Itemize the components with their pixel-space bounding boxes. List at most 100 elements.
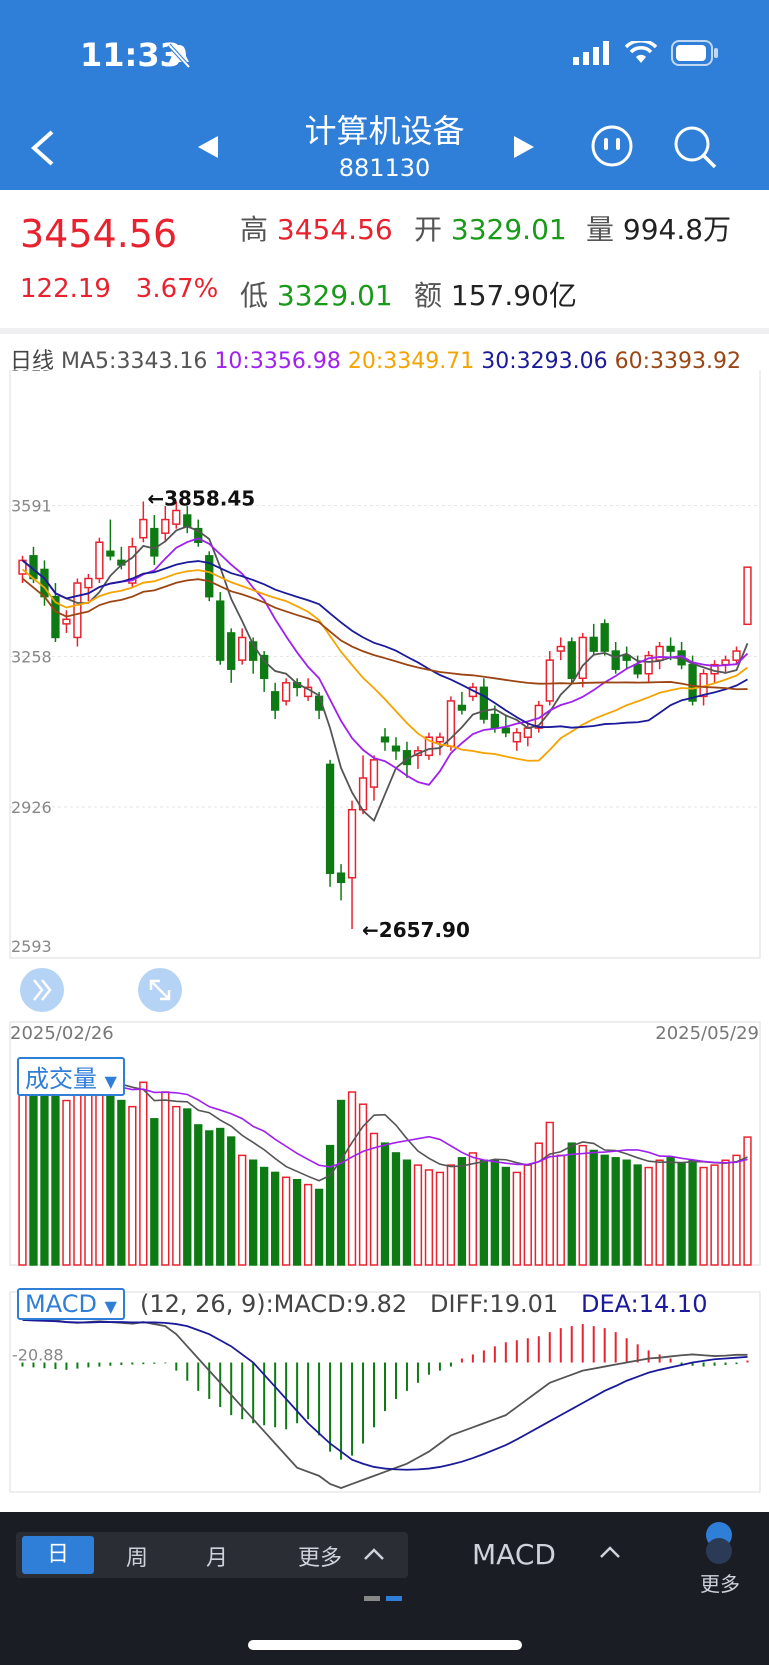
chevron-up-icon[interactable] [598,1542,622,1562]
candle-body [128,546,137,584]
volume-bar [84,1069,93,1266]
volume-bar [336,1099,346,1266]
open-label: 开 [414,213,443,246]
end-date: 2025/05/29 [655,1023,759,1044]
tab-day[interactable]: 日 [22,1536,94,1574]
next-icon[interactable] [512,134,536,160]
expand-icon[interactable] [138,968,182,1012]
volume-bar [216,1127,225,1266]
candle-body [721,659,730,666]
more-label[interactable]: 更多 [700,1572,740,1596]
tab-month[interactable]: 月 [206,1546,229,1571]
page-dot [364,1596,380,1601]
candle-body [743,566,752,626]
volume-bar [479,1159,489,1266]
volume-bar [128,1105,137,1266]
caret-down-icon: ▼ [104,1072,117,1091]
volume-bar [545,1121,554,1266]
amount-label: 额 [414,279,443,312]
volume-selector[interactable]: 成交量 ▼ [17,1057,125,1096]
volume-bar [62,1099,71,1266]
candle-body [380,736,390,743]
more-menu-icon[interactable] [704,1522,734,1566]
period-label[interactable]: 日线 [10,349,55,374]
candle-body [622,654,631,661]
caret-down-icon: ▼ [104,1297,117,1316]
volume-bar [117,1099,126,1266]
ma20-line [21,568,749,762]
volume-bar [227,1136,236,1266]
ma30-value: 30:3293.06 [481,349,608,374]
volume-bar [270,1171,280,1266]
period-segment: 日 周 月 更多 [16,1532,408,1578]
candle-body [150,527,159,557]
y-tick-label: 3591 [11,497,52,516]
candle-body [490,713,500,729]
candle-body [435,736,445,743]
volume-bar [699,1166,708,1266]
volume-bar [314,1188,324,1266]
volume-bar [534,1142,543,1266]
candle-body [270,691,280,711]
volume-bar [424,1169,434,1266]
y-tick-label: 3258 [11,648,52,667]
volume-bar [666,1157,675,1266]
volume-bar [358,1103,368,1266]
volume-bar [413,1164,423,1266]
bottom-toolbar: 日 周 月 更多 MACD 更多 [0,1512,769,1665]
volume-bar [139,1081,148,1266]
kline-chart[interactable]: 39233591325829262593←3858.45←2657.901573… [0,370,769,1510]
volume-bar [622,1159,631,1266]
stock-code: 881130 [338,154,431,182]
volume-bar [40,1086,49,1266]
candle-body [84,577,93,589]
candle-body [633,663,642,675]
open-stat: 开 3329.01 [414,208,567,248]
start-date: 2025/02/26 [10,1023,114,1044]
candle-body [457,704,467,711]
prev-icon[interactable] [196,134,220,160]
volume-bar [655,1159,664,1266]
signal-icon [573,41,609,65]
candle-body [106,550,115,557]
open-value: 3329.01 [450,213,567,246]
amount-value: 157.90亿 [450,279,577,312]
candle-body [73,582,82,639]
volume-bar [732,1154,741,1266]
back-icon[interactable] [28,128,58,168]
change-value: 122.19 [20,274,111,304]
volume-bar [260,1166,269,1266]
volume-bar [29,1085,38,1266]
volume-bar [611,1157,620,1266]
indicator-selector[interactable]: MACD [472,1538,556,1571]
candle-body [578,636,587,680]
volume-bar [567,1142,576,1266]
tab-more[interactable]: 更多 [298,1546,343,1571]
volume-bar [249,1159,258,1266]
candle-body [62,618,71,625]
candle-body [139,518,148,539]
search-icon[interactable] [672,124,718,170]
candle-body [161,518,170,534]
volume-bar [710,1164,719,1266]
macd-panel-frame [9,1291,761,1493]
page-dot-active [386,1596,402,1601]
candle-body [325,763,335,874]
volume-bar [743,1136,752,1266]
volume-bar [644,1166,653,1266]
volume-bar [172,1105,181,1266]
tab-week[interactable]: 周 [126,1546,149,1571]
chevron-up-icon[interactable] [362,1544,386,1564]
volume-bar [523,1164,532,1266]
macd-selector[interactable]: MACD ▼ [17,1288,125,1320]
candle-body [611,650,620,670]
y-tick-label: 2926 [11,798,52,817]
candle-body [545,659,554,702]
volume-bar [446,1164,456,1266]
face-icon[interactable] [590,124,634,168]
candle-body [95,541,104,580]
chevron-right-double-icon[interactable] [20,968,64,1012]
low-value: 3329.01 [276,279,393,312]
dea-line [22,1319,748,1471]
volume-bar [161,1091,170,1266]
